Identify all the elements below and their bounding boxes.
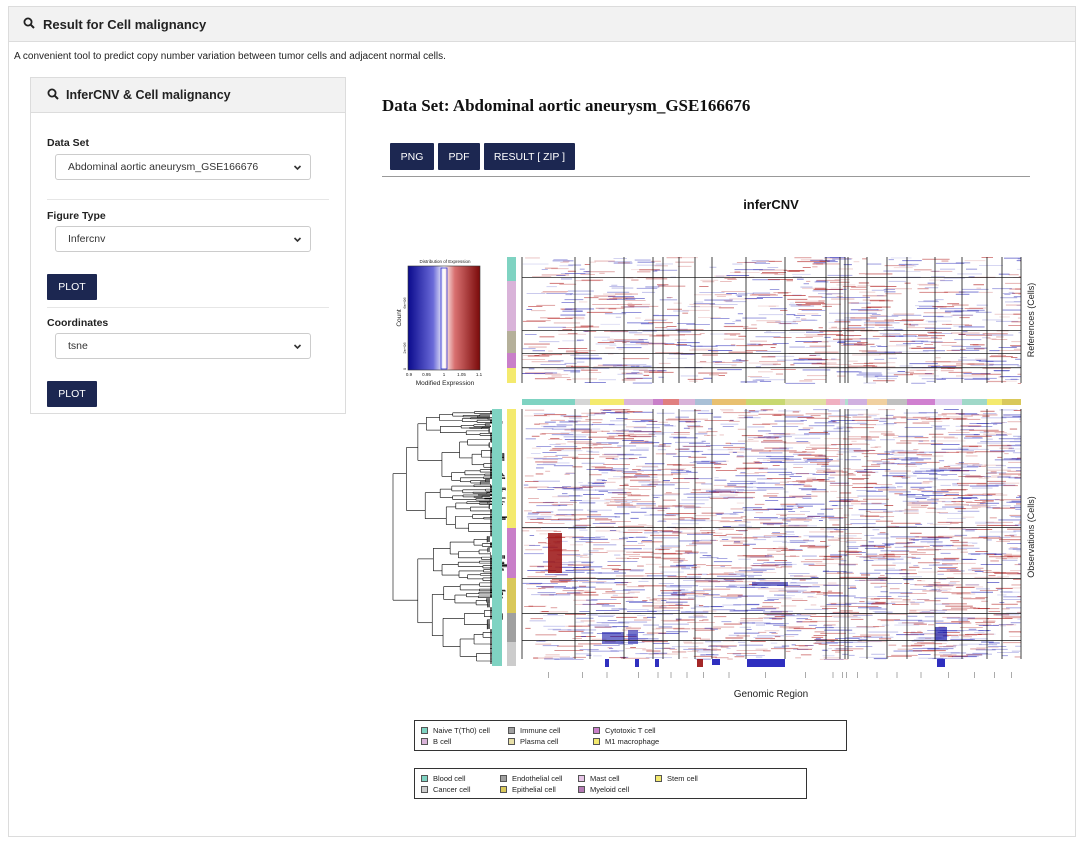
key-tick-label: 0.95 (422, 372, 431, 377)
dataset-select-value: Abdominal aortic aneurysm_GSE166676 (68, 161, 259, 173)
infercnv-figure: inferCNV Distribution of Expression Coun… (392, 197, 1036, 700)
pdf-download-button[interactable]: PDF (438, 143, 480, 170)
chromosome-segment (848, 399, 867, 405)
genomic-tick-labels (548, 659, 1012, 678)
chromosome-segment (695, 399, 712, 405)
legend-item: Myeloid cell (578, 785, 629, 794)
description-text: A convenient tool to predict copy number… (14, 51, 446, 62)
legend-item: Blood cell (421, 774, 466, 783)
reference-heatmap (521, 257, 1022, 384)
chromosome-segment (962, 399, 987, 405)
section-divider (382, 176, 1030, 177)
chromosome-segment (746, 399, 785, 405)
key-tick-label: 1.05 (457, 372, 466, 377)
chromosome-segment (935, 399, 962, 405)
chevron-down-icon (293, 235, 302, 247)
dataset-label: Data Set (47, 137, 90, 149)
chromosome-segment (679, 399, 695, 405)
legend-item: Mast cell (578, 774, 620, 783)
key-tick-label: 1 (443, 372, 446, 377)
legend-item: M1 macrophage (593, 737, 659, 746)
chromosome-segment (887, 399, 907, 405)
observation-annotation-bar (507, 409, 516, 666)
chromosome-segment (522, 399, 575, 405)
search-icon (23, 17, 43, 32)
observation-group-bar (492, 409, 502, 666)
chevron-down-icon (293, 163, 302, 175)
x-axis-label: Genomic Region (734, 689, 808, 700)
dendrogram (392, 410, 509, 664)
chromosome-segment (663, 399, 679, 405)
legend-item: Cytotoxic T cell (593, 726, 656, 735)
figure-type-value: Infercnv (68, 233, 106, 245)
result-panel-header: Result for Cell malignancy (9, 7, 1075, 42)
chromosome-segment (907, 399, 935, 405)
chromosome-segment (845, 399, 848, 405)
chromosome-segment (1002, 399, 1021, 405)
key-tick-label: 1.1 (476, 372, 483, 377)
figure-type-select[interactable]: Infercnv (55, 226, 311, 252)
chromosome-segment (624, 399, 653, 405)
panel-title: Result for Cell malignancy (43, 16, 207, 32)
legend-item: Stem cell (655, 774, 698, 783)
dataset-select[interactable]: Abdominal aortic aneurysm_GSE166676 (55, 154, 311, 180)
celltype-legend: Naive T(Th0) cell Immune cell Cytotoxic … (414, 720, 847, 751)
references-label: References (Cells) (1026, 283, 1036, 358)
coordinates-label: Coordinates (47, 317, 109, 329)
chromosome-segment (987, 399, 1002, 405)
dataset-title: Data Set: Abdominal aortic aneurysm_GSE1… (382, 96, 751, 115)
legend-item: Cancer cell (421, 785, 471, 794)
chromosome-segment (575, 399, 590, 405)
chromosome-segment (785, 399, 826, 405)
legend-item: Endothelial cell (500, 774, 562, 783)
plot-button[interactable]: PLOT (47, 274, 97, 300)
chevron-down-icon (293, 342, 302, 354)
legend-item: Naive T(Th0) cell (421, 726, 490, 735)
key-ylabel: Count (396, 309, 403, 327)
key-ytick-1: 6e+06 (402, 297, 407, 309)
coordinates-select[interactable]: tsne (55, 333, 311, 359)
reference-annotation-bar (507, 257, 516, 383)
color-key: Distribution of Expression Count 6e+06 2… (396, 259, 483, 387)
legend-item: B cell (421, 737, 451, 746)
observations-label: Observations (Cells) (1026, 496, 1036, 578)
coordinates-value: tsne (68, 340, 88, 352)
plot-coordinates-button[interactable]: PLOT (47, 381, 97, 407)
divider (47, 199, 329, 200)
key-xlabel: Modified Expression (416, 380, 475, 387)
chromosome-segment (653, 399, 663, 405)
chromosome-strip (522, 399, 1021, 405)
settings-title: InferCNV & Cell malignancy (66, 88, 231, 102)
key-tick-label: 0.9 (406, 372, 413, 377)
chromosome-segment (590, 399, 624, 405)
divider (47, 307, 329, 308)
legend-item: Epithelial cell (500, 785, 556, 794)
key-ytick-3: 0 (402, 367, 407, 370)
cellclass-legend: Blood cell Endothelial cell Mast cell St… (414, 768, 807, 799)
figure-type-label: Figure Type (47, 210, 106, 222)
settings-header: InferCNV & Cell malignancy (31, 78, 345, 113)
png-download-button[interactable]: PNG (390, 143, 434, 170)
infercnv-settings-panel: InferCNV & Cell malignancy Data Set Abdo… (30, 77, 346, 414)
chromosome-segment (712, 399, 746, 405)
key-ytick-2: 2e+06 (402, 342, 407, 354)
search-icon (47, 88, 66, 103)
figure-title: inferCNV (743, 197, 799, 212)
chromosome-segment (840, 399, 845, 405)
chromosome-segment (826, 399, 840, 405)
legend-item: Immune cell (508, 726, 560, 735)
observation-heatmap (521, 409, 1022, 660)
result-zip-button[interactable]: RESULT [ ZIP ] (484, 143, 575, 170)
legend-item: Plasma cell (508, 737, 558, 746)
chromosome-segment (867, 399, 887, 405)
key-title: Distribution of Expression (419, 259, 471, 264)
